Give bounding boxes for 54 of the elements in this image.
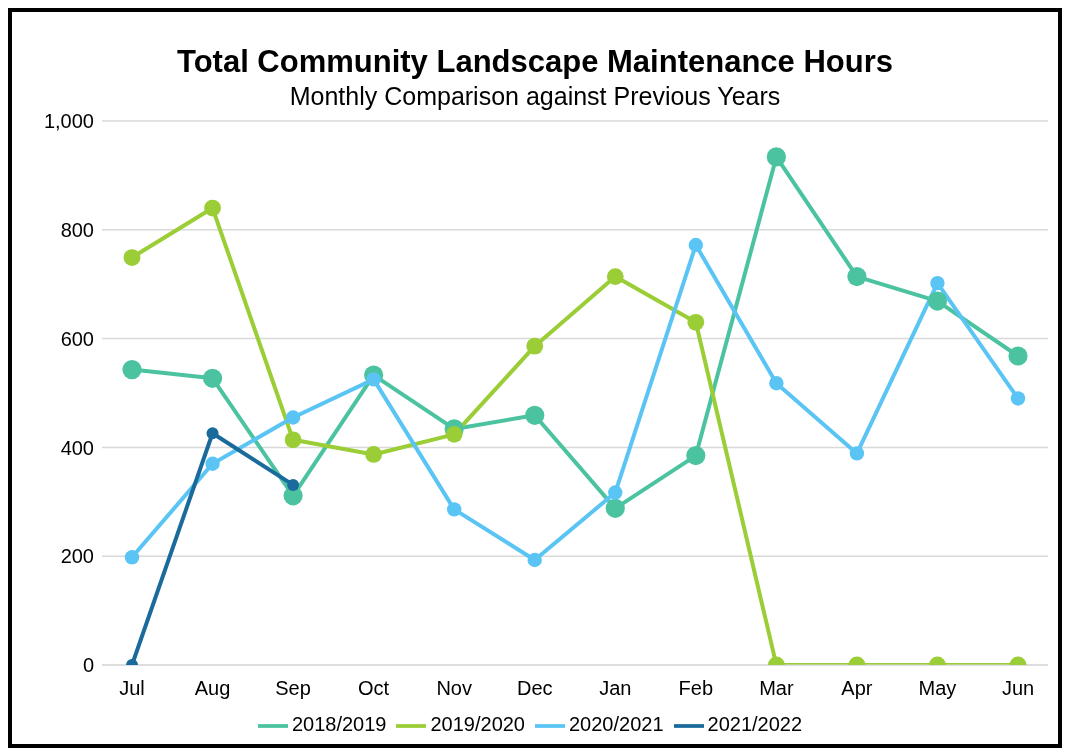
point [527, 552, 542, 568]
x-tick-label: Aug [194, 677, 231, 700]
x-tick-label: Sep [275, 677, 311, 700]
point [766, 147, 786, 167]
point [769, 376, 784, 391]
point [849, 446, 865, 461]
y-tick-label: 600 [60, 327, 94, 350]
x-tick-label: Jul [119, 677, 145, 700]
y-tick-label: 800 [60, 218, 94, 241]
point [686, 445, 706, 466]
point [526, 337, 544, 355]
x-tick-label: Oct [358, 677, 390, 700]
legend-label: 2021/2022 [707, 713, 803, 736]
point [287, 478, 300, 491]
point [525, 405, 545, 425]
point [930, 275, 945, 291]
y-tick-label: 1,000 [43, 110, 94, 133]
point [122, 360, 142, 380]
legend-label: 2018/2019 [291, 713, 387, 736]
point [927, 291, 948, 311]
x-tick-label: Apr [841, 677, 873, 700]
legend-label: 2019/2020 [430, 713, 525, 736]
x-tick-label: Nov [436, 677, 472, 700]
chart-subtitle: Monthly Comparison against Previous Years [288, 82, 782, 111]
x-tick-label: Mar [759, 677, 794, 700]
point [446, 502, 462, 517]
point [202, 368, 223, 388]
point [206, 427, 219, 440]
chart-title: Total Community Landscape Maintenance Hours [176, 44, 894, 80]
point [1008, 346, 1028, 366]
x-tick-label: Jun [1001, 677, 1035, 700]
x-tick-label: May [918, 677, 957, 700]
y-tick-label: 200 [60, 545, 94, 568]
point [847, 266, 867, 287]
x-tick-label: Dec [516, 677, 553, 700]
point [606, 268, 624, 285]
legend-label: 2020/2021 [569, 713, 664, 736]
y-tick-label: 0 [82, 654, 94, 677]
point [445, 425, 463, 443]
y-tick-label: 400 [60, 436, 94, 459]
point [205, 456, 220, 471]
point [124, 550, 140, 565]
point [608, 485, 623, 500]
point [284, 431, 302, 449]
point [285, 410, 301, 425]
x-tick-label: Jan [599, 677, 632, 700]
point [123, 249, 141, 266]
point [1010, 391, 1026, 406]
x-tick-label: Feb [678, 677, 714, 700]
point [688, 237, 704, 253]
point [605, 498, 625, 518]
point [687, 313, 705, 331]
point [365, 446, 383, 463]
point [204, 199, 221, 217]
